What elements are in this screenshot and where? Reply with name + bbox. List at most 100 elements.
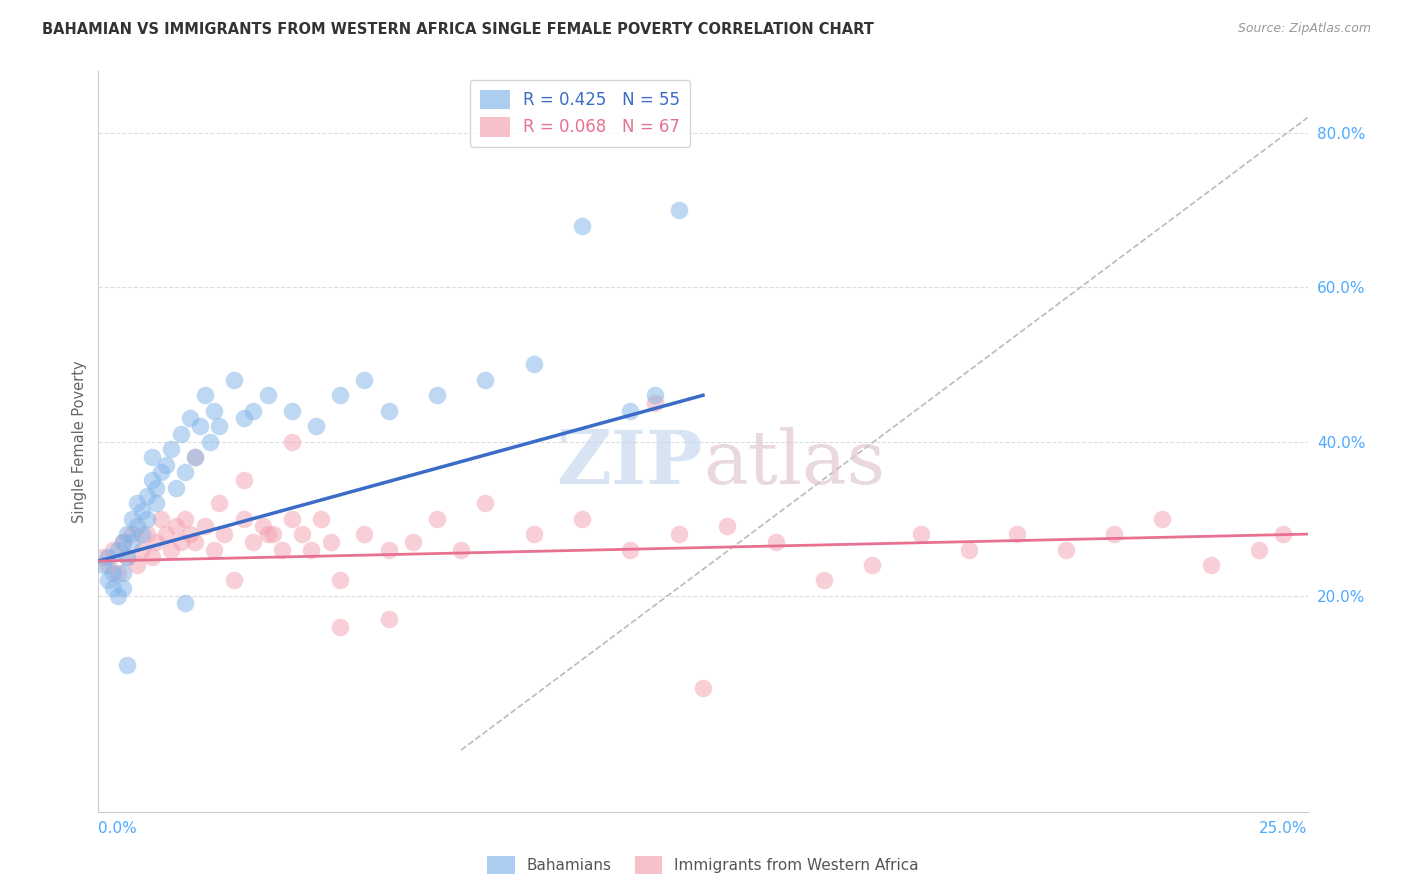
Point bbox=[765, 534, 787, 549]
Point bbox=[1199, 558, 1222, 572]
Point bbox=[426, 388, 449, 402]
Point bbox=[232, 473, 254, 487]
Text: Source: ZipAtlas.com: Source: ZipAtlas.com bbox=[1237, 22, 1371, 36]
Point bbox=[160, 542, 183, 557]
Point bbox=[242, 403, 264, 417]
Point bbox=[309, 511, 332, 525]
Point bbox=[1249, 542, 1271, 557]
Point bbox=[165, 519, 187, 533]
Point bbox=[107, 589, 129, 603]
Y-axis label: Single Female Poverty: Single Female Poverty bbox=[72, 360, 87, 523]
Point bbox=[127, 496, 149, 510]
Point bbox=[571, 219, 593, 233]
Point bbox=[426, 511, 449, 525]
Point bbox=[242, 534, 264, 549]
Point bbox=[329, 388, 352, 402]
Point bbox=[644, 388, 666, 402]
Point bbox=[160, 442, 183, 457]
Point bbox=[194, 519, 217, 533]
Point bbox=[155, 458, 177, 472]
Point bbox=[450, 542, 472, 557]
Point bbox=[165, 481, 187, 495]
Point bbox=[107, 542, 129, 557]
Point bbox=[107, 566, 129, 580]
Point bbox=[121, 534, 143, 549]
Point bbox=[111, 534, 134, 549]
Point bbox=[117, 658, 139, 673]
Point bbox=[121, 511, 143, 525]
Point bbox=[1272, 527, 1295, 541]
Point bbox=[319, 534, 342, 549]
Point bbox=[111, 534, 134, 549]
Point bbox=[101, 542, 124, 557]
Point bbox=[121, 527, 143, 541]
Point bbox=[135, 511, 157, 525]
Point bbox=[97, 574, 120, 588]
Point bbox=[644, 396, 666, 410]
Point bbox=[252, 519, 274, 533]
Point bbox=[101, 566, 124, 580]
Text: ZIP: ZIP bbox=[557, 427, 703, 500]
Point bbox=[281, 511, 304, 525]
Point bbox=[668, 527, 690, 541]
Point bbox=[127, 558, 149, 572]
Point bbox=[716, 519, 738, 533]
Point bbox=[668, 203, 690, 218]
Point bbox=[97, 558, 120, 572]
Point bbox=[145, 534, 167, 549]
Legend: R = 0.425   N = 55, R = 0.068   N = 67: R = 0.425 N = 55, R = 0.068 N = 67 bbox=[470, 79, 690, 146]
Point bbox=[262, 527, 284, 541]
Point bbox=[184, 534, 207, 549]
Point bbox=[179, 527, 201, 541]
Point bbox=[169, 534, 191, 549]
Legend: Bahamians, Immigrants from Western Africa: Bahamians, Immigrants from Western Afric… bbox=[481, 850, 925, 880]
Point bbox=[232, 511, 254, 525]
Point bbox=[131, 527, 153, 541]
Point bbox=[222, 373, 245, 387]
Point bbox=[232, 411, 254, 425]
Point bbox=[174, 597, 197, 611]
Point bbox=[1007, 527, 1029, 541]
Point bbox=[377, 612, 399, 626]
Point bbox=[141, 450, 163, 464]
Point bbox=[184, 450, 207, 464]
Point bbox=[1152, 511, 1174, 525]
Point bbox=[329, 619, 352, 633]
Point bbox=[305, 419, 328, 434]
Point bbox=[97, 550, 120, 565]
Text: 25.0%: 25.0% bbox=[1260, 821, 1308, 836]
Text: BAHAMIAN VS IMMIGRANTS FROM WESTERN AFRICA SINGLE FEMALE POVERTY CORRELATION CHA: BAHAMIAN VS IMMIGRANTS FROM WESTERN AFRI… bbox=[42, 22, 875, 37]
Point bbox=[860, 558, 883, 572]
Point bbox=[150, 466, 173, 480]
Point bbox=[474, 496, 496, 510]
Point bbox=[117, 527, 139, 541]
Point bbox=[290, 527, 312, 541]
Point bbox=[329, 574, 352, 588]
Point bbox=[117, 550, 139, 565]
Point bbox=[281, 403, 304, 417]
Point bbox=[131, 542, 153, 557]
Point bbox=[1054, 542, 1077, 557]
Point bbox=[127, 519, 149, 533]
Point bbox=[204, 542, 226, 557]
Text: atlas: atlas bbox=[703, 427, 886, 500]
Point bbox=[281, 434, 304, 449]
Point bbox=[174, 511, 197, 525]
Point bbox=[91, 558, 114, 572]
Point bbox=[111, 566, 134, 580]
Point bbox=[188, 419, 211, 434]
Point bbox=[131, 504, 153, 518]
Point bbox=[155, 527, 177, 541]
Point bbox=[271, 542, 294, 557]
Point bbox=[101, 581, 124, 595]
Point bbox=[353, 527, 375, 541]
Point bbox=[222, 574, 245, 588]
Point bbox=[111, 581, 134, 595]
Point bbox=[957, 542, 980, 557]
Point bbox=[135, 527, 157, 541]
Point bbox=[523, 527, 546, 541]
Point bbox=[179, 411, 201, 425]
Point bbox=[813, 574, 835, 588]
Point bbox=[208, 496, 231, 510]
Point bbox=[194, 388, 217, 402]
